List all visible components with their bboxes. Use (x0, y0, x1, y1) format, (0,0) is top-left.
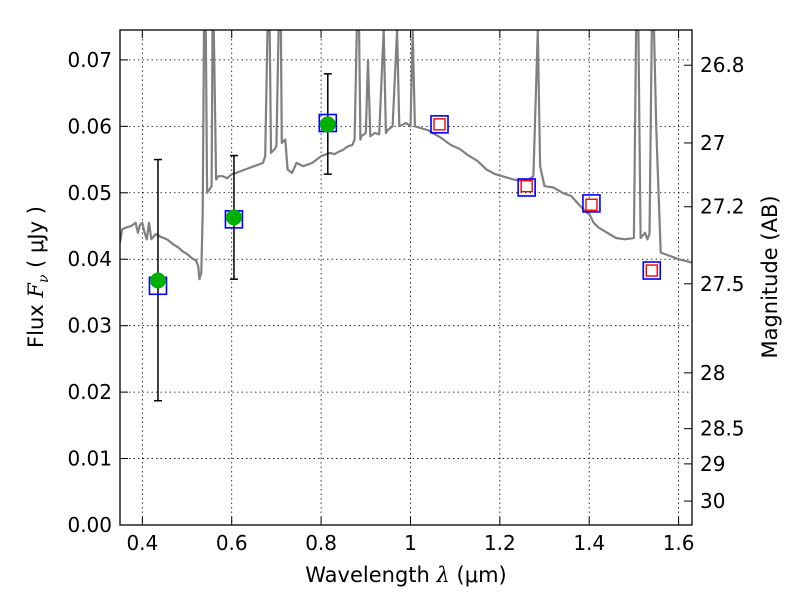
magnitude-tick-label: 27.5 (700, 272, 745, 296)
x-tick-label: 0.6 (216, 531, 248, 555)
y-tick-label: 0.07 (67, 48, 112, 72)
model-photometry-square (582, 194, 601, 213)
magnitude-tick-label: 27.2 (700, 195, 745, 219)
plot-frame (119, 29, 693, 526)
x-axis-ticks: 0.4 0.6 0.8 1 1.2 1.4 1.6 (126, 30, 695, 555)
magnitude-tick-label: 29 (700, 452, 725, 476)
y-axis-ticks: 0.00 0.01 0.02 0.03 0.04 0.05 0.06 0.07 (67, 48, 128, 537)
photometry-markers (148, 113, 662, 296)
spectrum-line (120, 30, 692, 281)
x-tick-label: 1.4 (573, 531, 605, 555)
magnitude-tick-label: 30 (700, 489, 725, 513)
model-photometry-square (430, 115, 449, 134)
magnitude-tick-label: 26.8 (700, 53, 745, 77)
x-tick-label: 1.6 (663, 531, 695, 555)
observed-photometry-point (225, 209, 242, 226)
y-tick-label: 0.00 (67, 513, 112, 537)
model-photometry-square (517, 178, 536, 197)
observed-photometry-point (319, 116, 336, 133)
model-spectrum (120, 30, 692, 281)
observed-photometry-point (149, 272, 166, 289)
predicted-photometry-square (520, 179, 533, 193)
x-tick-label: 1.2 (484, 531, 516, 555)
y-tick-label: 0.04 (67, 247, 112, 271)
y-tick-label: 0.02 (67, 380, 112, 404)
x-axis-title: Wavelength λ (μm) (305, 563, 506, 587)
magnitude-axis-title: Magnitude (AB) (758, 195, 782, 358)
magnitude-tick-label: 28 (700, 361, 725, 385)
y-tick-label: 0.01 (67, 447, 112, 471)
y-tick-label: 0.03 (67, 314, 112, 338)
magnitude-tick-label: 27 (700, 131, 725, 155)
magnitude-axis-ticks: 26.8 27 27.2 27.5 28 28.5 29 30 (684, 53, 745, 513)
x-tick-label: 1 (404, 531, 417, 555)
magnitude-tick-label: 28.5 (700, 417, 745, 441)
predicted-photometry-square (645, 264, 658, 277)
x-tick-label: 0.8 (305, 531, 337, 555)
predicted-photometry-square (585, 198, 598, 211)
y-axis-title: Flux Fν ( μJy ) (24, 206, 52, 348)
error-bars (153, 73, 332, 402)
y-tick-label: 0.06 (67, 114, 112, 138)
model-photometry-square (642, 261, 662, 280)
predicted-photometry-square (433, 118, 446, 131)
y-tick-label: 0.05 (67, 181, 112, 205)
x-tick-label: 0.4 (126, 531, 158, 555)
